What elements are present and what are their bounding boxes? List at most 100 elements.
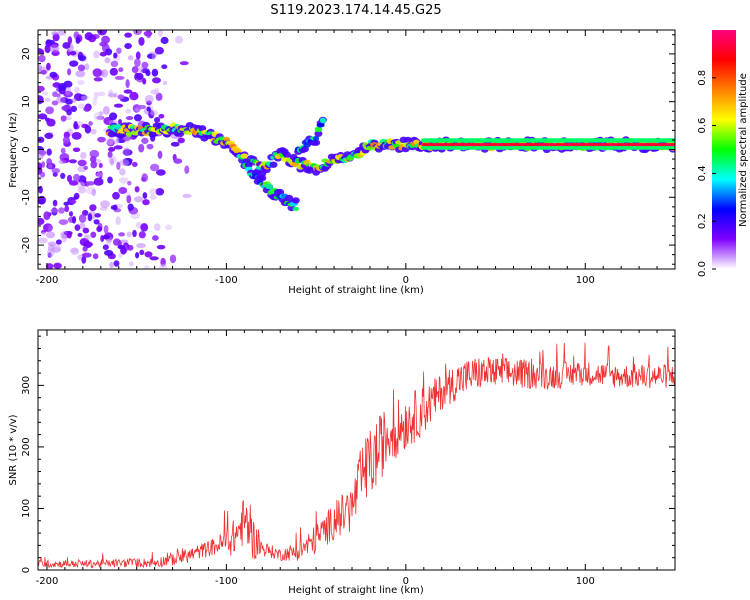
heatmap-cell — [233, 148, 242, 154]
heatmap-cell — [83, 234, 92, 240]
colorbar-gradient — [712, 30, 736, 269]
heatmap-cell — [141, 137, 149, 145]
heatmap-cell — [100, 69, 109, 78]
heatmap-cell — [149, 256, 159, 261]
heatmap-cell — [269, 161, 278, 168]
heatmap-cell — [138, 231, 146, 239]
heatmap-cell — [99, 51, 107, 57]
heatmap-cell — [125, 131, 133, 137]
heatmap-cell — [67, 36, 73, 45]
heatmap-cell — [113, 260, 120, 267]
heatmap-cell — [135, 51, 141, 60]
heatmap-cell — [84, 32, 94, 41]
heatmap-cell — [48, 224, 53, 233]
heatmap-cell — [105, 48, 113, 56]
heatmap-cell — [112, 238, 121, 246]
heatmap-cell — [319, 117, 327, 124]
heatmap-cell — [127, 55, 134, 61]
heatmap-cell — [127, 180, 132, 186]
heatmap-cell — [103, 224, 109, 234]
heatmap-cell — [72, 147, 81, 153]
heatmap-cell — [158, 30, 163, 37]
heatmap-cell — [101, 35, 110, 44]
heatmap-cell — [92, 253, 99, 260]
heatmap-cell — [124, 42, 132, 50]
colorbar-tick-label: 0.8 — [697, 70, 708, 86]
heatmap-cell — [55, 239, 62, 245]
heatmap-cell — [142, 192, 148, 199]
x-tick-label: -100 — [215, 275, 238, 286]
heatmap-cell — [60, 115, 67, 122]
heatmap-cell — [78, 55, 87, 61]
heatmap-cell — [40, 171, 46, 178]
colorbar-tick-label: 0.2 — [697, 213, 708, 229]
heatmap-cell — [97, 30, 108, 36]
heatmap-cell — [182, 193, 192, 199]
heatmap-cell — [137, 66, 143, 74]
heatmap-cell — [68, 180, 79, 186]
heatmap-cell — [65, 98, 73, 105]
heatmap-cell — [136, 243, 146, 249]
heatmap-cell — [153, 223, 161, 231]
heatmap-cell — [96, 226, 103, 233]
heatmap-cell — [113, 52, 118, 59]
heatmap-cell — [60, 172, 66, 180]
heatmap-cell — [671, 143, 675, 147]
heatmap-cell — [66, 174, 73, 183]
heatmap-cell — [67, 68, 72, 76]
heatmap-cell — [106, 136, 114, 146]
y-tick-label: 200 — [21, 437, 32, 456]
heatmap-cell — [51, 244, 61, 254]
heatmap-cell — [151, 68, 159, 77]
x-tick-label: 100 — [576, 275, 595, 286]
heatmap-cell — [107, 151, 113, 158]
heatmap-cell — [84, 63, 90, 71]
heatmap-cell — [78, 103, 85, 109]
heatmap-cell — [91, 188, 97, 197]
heatmap-cell — [83, 165, 88, 171]
heatmap-cell — [80, 95, 89, 101]
heatmap-cell — [43, 211, 51, 221]
heatmap-cell — [109, 157, 115, 166]
heatmap-cell — [97, 136, 106, 143]
heatmap-cell — [109, 261, 114, 269]
heatmap-cell — [45, 231, 56, 239]
snr-panel: -200 -100 0 100 0 100 200 300 Height of straigh… — [8, 329, 676, 596]
heatmap-cell — [152, 77, 161, 84]
heatmap-cell — [104, 57, 111, 64]
snr-y-axis-label: SNR (10 * v/v) — [8, 414, 19, 485]
heatmap-cell — [58, 207, 65, 214]
heatmap-cell — [314, 130, 323, 137]
heatmap-cell — [62, 42, 71, 49]
y-tick-label: 0 — [21, 146, 32, 152]
heatmap-cell — [38, 85, 45, 92]
heatmap-cell — [123, 89, 133, 94]
x-tick-label: -200 — [36, 275, 59, 286]
heatmap-cell — [39, 149, 47, 156]
heatmap-cell — [70, 105, 78, 113]
heatmap-cell — [126, 231, 132, 238]
heatmap-cell — [122, 147, 131, 157]
snr-x-axis-label: Height of straight line (km) — [288, 585, 424, 596]
heatmap-cell — [40, 69, 47, 75]
heatmap-cell — [179, 61, 189, 66]
heatmap-cell — [70, 199, 77, 204]
heatmap-cell — [45, 263, 54, 269]
heatmap-cell — [258, 174, 267, 182]
heatmap-cell — [141, 61, 149, 69]
heatmap-cell — [165, 224, 172, 231]
heatmap-cell — [131, 66, 139, 74]
heatmap-cell — [53, 262, 62, 269]
y-tick-label: 0 — [21, 567, 32, 573]
heatmap-cell — [63, 201, 70, 206]
snr-frame — [37, 329, 676, 571]
heatmap-cell — [62, 136, 70, 144]
heatmap-cell — [81, 252, 92, 258]
heatmap-cell — [118, 67, 124, 73]
heatmap-cell — [114, 139, 119, 146]
heatmap-cell — [118, 177, 129, 184]
heatmap-cell — [51, 168, 61, 174]
